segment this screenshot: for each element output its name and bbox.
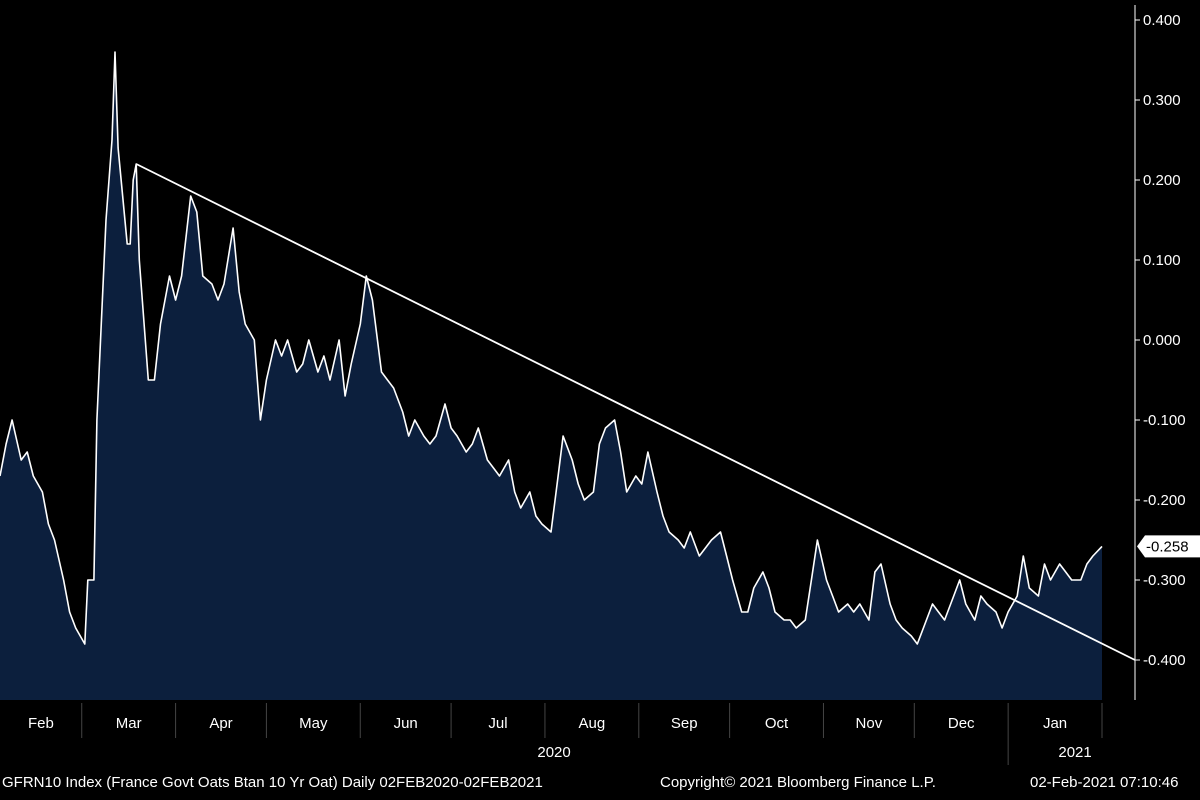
y-tick-label: 0.400 xyxy=(1143,12,1181,29)
y-tick-label: -0.200 xyxy=(1143,492,1186,509)
footer-ticker: GFRN10 Index (France Govt Oats Btan 10 Y… xyxy=(2,774,543,791)
x-tick-label: Apr xyxy=(209,715,232,732)
y-tick-label: 0.100 xyxy=(1143,252,1181,269)
footer-timestamp: 02-Feb-2021 07:10:46 xyxy=(1030,774,1179,791)
x-tick-label: Nov xyxy=(856,715,883,732)
chart-footer: GFRN10 Index (France Govt Oats Btan 10 Y… xyxy=(0,770,1200,796)
x-tick-label: Dec xyxy=(948,715,975,732)
footer-copyright: Copyright© 2021 Bloomberg Finance L.P. xyxy=(660,774,936,791)
y-tick-label: -0.100 xyxy=(1143,412,1186,429)
last-value-box xyxy=(1137,535,1200,558)
y-tick-label: 0.300 xyxy=(1143,92,1181,109)
series-line xyxy=(0,51,1103,645)
y-tick-label: -0.400 xyxy=(1143,652,1186,669)
x-tick-label: May xyxy=(299,715,328,732)
y-tick-label: 0.000 xyxy=(1143,332,1181,349)
series-area xyxy=(0,52,1102,700)
x-tick-label: Aug xyxy=(579,715,606,732)
x-tick-label: Oct xyxy=(765,715,789,732)
x-tick-label: Sep xyxy=(671,715,698,732)
x-tick-label: Jul xyxy=(488,715,507,732)
x-year-label: 2020 xyxy=(537,744,570,761)
x-tick-label: Jun xyxy=(394,715,418,732)
x-year-label: 2021 xyxy=(1058,744,1091,761)
trendline xyxy=(135,163,1136,661)
last-value-label: -0.258 xyxy=(1146,538,1189,555)
x-tick-label: Feb xyxy=(28,715,54,732)
x-tick-label: Jan xyxy=(1043,715,1067,732)
x-tick-label: Mar xyxy=(116,715,142,732)
y-tick-label: 0.200 xyxy=(1143,172,1181,189)
y-tick-label: -0.300 xyxy=(1143,572,1186,589)
